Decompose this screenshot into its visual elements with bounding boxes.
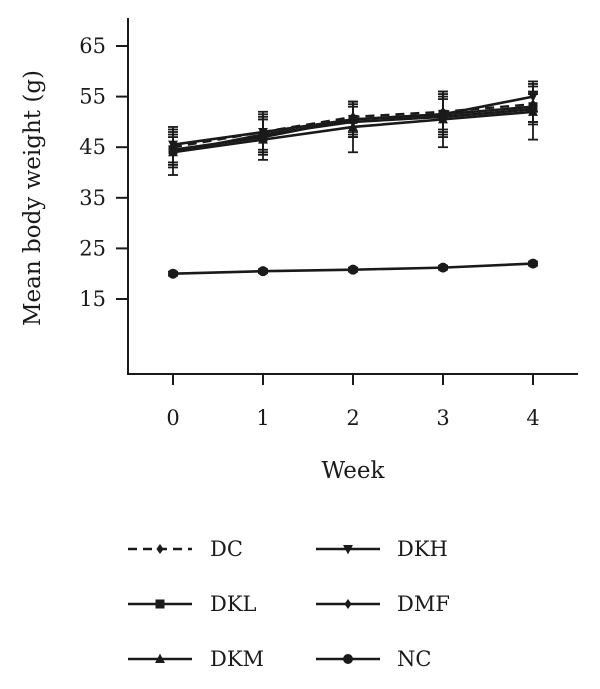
data-point-nc [438,262,448,273]
data-point-nc [348,264,358,275]
legend-item-nc: NC [316,647,431,671]
y-tick-label: 35 [79,186,106,210]
legend-marker-dmf [344,599,352,609]
ticks: 15 25 35 45 55 65 0 1 2 3 4 [79,34,539,430]
x-tick-label: 0 [166,406,179,430]
data-point-dmf [529,104,537,115]
data-point-dmf [169,147,177,158]
legend-marker-dkh [343,544,353,555]
data-point-nc [528,258,538,269]
y-axis-title: Mean body weight (g) [20,70,46,326]
y-tick-label: 45 [79,135,106,159]
x-tick-label: 3 [436,406,449,430]
x-tick-label: 1 [256,406,269,430]
data-point-dmf [439,111,447,122]
legend-marker-dkm [155,653,165,664]
legend-label-dkl: DKL [210,592,257,616]
legend-label-nc: NC [397,647,431,671]
data-point-nc [168,268,178,279]
legend-item-dkh: DKH [316,537,448,561]
legend-label-dmf: DMF [397,592,450,616]
x-axis-title: Week [322,458,386,484]
data-point-dmf [349,116,357,127]
legend-item-dmf: DMF [316,592,450,616]
plot-area [168,80,538,279]
legend-label-dkm: DKM [210,647,264,671]
legend-label-dkh: DKH [397,537,448,561]
x-tick-label: 4 [526,406,539,430]
y-tick-label: 25 [79,236,106,260]
x-tick-label: 2 [346,406,359,430]
y-tick-label: 55 [79,85,106,109]
legend-marker-dc [156,544,164,554]
legend-label-dc: DC [210,537,243,561]
series-dmf [168,93,538,169]
legend-marker-nc [343,654,353,664]
data-point-dmf [259,129,267,140]
y-tick-label: 15 [79,287,106,311]
legend-item-dkm: DKM [128,647,264,671]
series-nc [168,258,538,279]
data-point-nc [258,266,268,277]
legend-item-dkl: DKL [128,592,257,616]
legend-marker-dkl [155,599,165,609]
legend: DC DKL DKM DKH DMF NC [128,537,450,671]
legend-item-dc: DC [128,537,243,561]
axes [127,18,578,375]
y-tick-label: 65 [79,34,106,58]
